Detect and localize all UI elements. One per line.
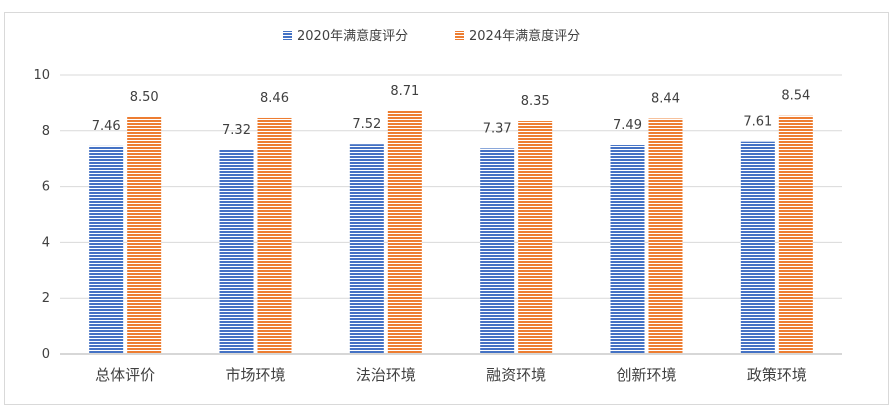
category-label: 法治环境 xyxy=(356,366,416,384)
category-label: 总体评价 xyxy=(95,366,155,384)
bar-2020-0 xyxy=(89,145,124,354)
category-label: 政策环境 xyxy=(747,366,807,384)
bar-2024-3 xyxy=(518,121,553,354)
legend-label: 2024年满意度评分 xyxy=(469,28,580,44)
bar-2024-4 xyxy=(648,118,683,354)
y-axis: 0 2 4 6 8 10 xyxy=(33,68,50,362)
bar-2020-3 xyxy=(480,148,515,354)
bar-2024-0 xyxy=(127,116,162,354)
y-tick-label: 8 xyxy=(42,124,50,139)
data-label: 7.37 xyxy=(483,121,512,136)
x-axis: 总体评价 市场环境 法治环境 融资环境 创新环境 政策环境 xyxy=(60,353,842,384)
data-label: 8.35 xyxy=(521,94,550,109)
bar-2024-5 xyxy=(778,115,813,354)
y-tick-label: 6 xyxy=(42,180,50,195)
legend-swatch xyxy=(283,31,292,40)
data-labels: 7.46 8.50 7.32 8.46 7.52 8.71 7.37 8.35 7.49 8.44… xyxy=(92,84,811,138)
data-label: 8.71 xyxy=(390,84,419,99)
category-label: 创新环境 xyxy=(616,366,676,384)
bar-2020-1 xyxy=(219,149,254,354)
category-label: 融资环境 xyxy=(486,366,546,384)
y-tick-label: 4 xyxy=(42,235,50,250)
data-label: 8.44 xyxy=(651,92,680,107)
data-label: 8.50 xyxy=(130,90,159,105)
category-label: 市场环境 xyxy=(225,366,285,384)
legend: 2020年满意度评分 2024年满意度评分 xyxy=(283,28,580,44)
data-label: 7.52 xyxy=(352,117,381,132)
bar-2020-2 xyxy=(349,144,384,354)
bar-2024-1 xyxy=(257,117,292,354)
y-tick-label: 10 xyxy=(33,68,50,83)
data-label: 7.32 xyxy=(222,123,251,138)
data-label: 7.46 xyxy=(92,119,121,134)
legend-swatch xyxy=(455,31,464,40)
bar-2024-2 xyxy=(387,110,422,354)
bar-2020-5 xyxy=(740,141,775,354)
data-label: 7.61 xyxy=(743,115,772,130)
data-label: 8.46 xyxy=(260,91,289,106)
data-label: 8.54 xyxy=(781,89,810,104)
gridlines xyxy=(60,74,842,299)
y-tick-label: 2 xyxy=(42,291,50,306)
legend-label: 2020年满意度评分 xyxy=(297,28,408,44)
y-tick-label: 0 xyxy=(42,347,50,362)
bars xyxy=(89,110,813,354)
bar-2020-4 xyxy=(610,145,645,354)
data-label: 7.49 xyxy=(613,118,642,133)
